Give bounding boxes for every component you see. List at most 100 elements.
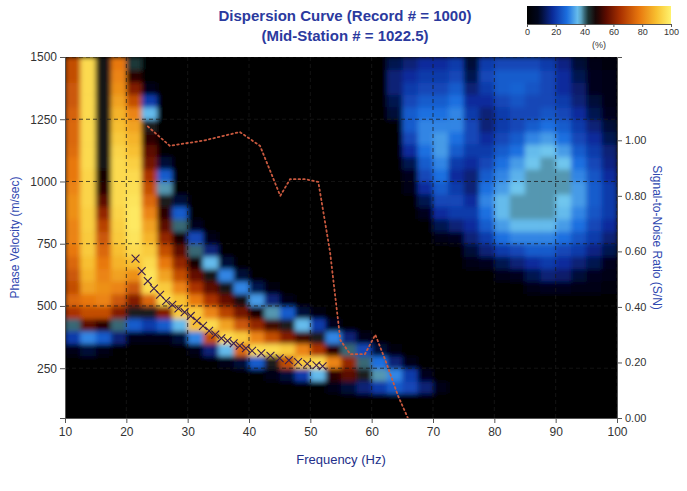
heatmap-cell [479, 94, 495, 107]
heatmap-cell [218, 82, 234, 95]
heatmap-cell [203, 181, 219, 194]
heatmap-cell [510, 107, 526, 120]
heatmap-cell [418, 331, 434, 344]
heatmap-cell [142, 331, 158, 344]
heatmap-cell [540, 393, 556, 406]
heatmap-cell [418, 132, 434, 145]
heatmap-cell [448, 69, 464, 82]
heatmap-cell [280, 157, 296, 170]
heatmap-cell [586, 393, 602, 406]
heatmap-cell [80, 381, 96, 394]
heatmap-cell [372, 119, 388, 132]
tick: 60 [365, 418, 379, 439]
heatmap-cell [126, 219, 142, 232]
heatmap-cell [448, 194, 464, 207]
heatmap-cell [126, 82, 142, 95]
heatmap-cell [80, 181, 96, 194]
heatmap-cell [295, 281, 311, 294]
marker [303, 360, 311, 368]
heatmap-cell [402, 181, 418, 194]
heatmap-cell [295, 194, 311, 207]
heatmap-cell [571, 318, 587, 331]
heatmap-cell [126, 368, 142, 381]
heatmap-cell [387, 94, 403, 107]
heatmap-cell [479, 269, 495, 282]
tick-label: 0.00 [625, 412, 646, 424]
heatmap-cell [540, 269, 556, 282]
heatmap-cell [310, 318, 326, 331]
heatmap-cell [264, 244, 280, 257]
heatmap-cell [157, 57, 173, 70]
heatmap-cell [372, 269, 388, 282]
heatmap-cell [372, 281, 388, 294]
heatmap-cell [218, 406, 234, 418]
heatmap-cell [387, 144, 403, 157]
tick-mark [60, 181, 65, 182]
heatmap-cell [402, 393, 418, 406]
heatmap-cell [556, 368, 572, 381]
heatmap-cell [525, 318, 541, 331]
heatmap-cell [280, 82, 296, 95]
heatmap-cell [556, 194, 572, 207]
heatmap-cell [310, 194, 326, 207]
heatmap-cell [341, 69, 357, 82]
heatmap-cell [264, 219, 280, 232]
heatmap-cell [341, 94, 357, 107]
heatmap-cell [494, 57, 510, 70]
heatmap-cell [571, 269, 587, 282]
heatmap-cell [326, 57, 342, 70]
heatmap-cell [464, 94, 480, 107]
heatmap-cell [479, 206, 495, 219]
heatmap-cell [433, 318, 449, 331]
tick-label: 60 [365, 425, 379, 439]
heatmap-cell [157, 269, 173, 282]
heatmap-cell [172, 94, 188, 107]
heatmap-cell [525, 343, 541, 356]
heatmap-cell [326, 231, 342, 244]
heatmap-cell [96, 57, 112, 70]
heatmap-cell [464, 181, 480, 194]
tick-mark [617, 362, 622, 363]
x-axis-title: Frequency (Hz) [296, 452, 386, 467]
tick: 70 [427, 418, 441, 439]
heatmap-cell [402, 381, 418, 394]
heatmap-cell [433, 181, 449, 194]
heatmap-cell [571, 119, 587, 132]
heatmap-cell [372, 69, 388, 82]
heatmap-cell [172, 107, 188, 120]
heatmap-cell [80, 269, 96, 282]
heatmap-cell [494, 393, 510, 406]
tick-mark [126, 418, 127, 423]
heatmap-cell [172, 244, 188, 257]
heatmap-cell [295, 406, 311, 418]
heatmap-cell [402, 144, 418, 157]
heatmap-cell [586, 169, 602, 182]
heatmap-cell [157, 281, 173, 294]
heatmap-cell [372, 157, 388, 170]
heatmap-cell [510, 57, 526, 70]
grid-line [494, 57, 495, 418]
heatmap-cell [249, 169, 265, 182]
grid-line [65, 57, 617, 58]
heatmap-cell [571, 57, 587, 70]
heatmap-cell [494, 194, 510, 207]
heatmap-cell [264, 294, 280, 307]
heatmap-cell [464, 356, 480, 369]
heatmap-cell [264, 381, 280, 394]
heatmap-cell [126, 144, 142, 157]
heatmap-cell [96, 368, 112, 381]
heatmap-cell [172, 194, 188, 207]
heatmap-cell [111, 406, 127, 418]
heatmap-cell [586, 219, 602, 232]
heatmap-cell [203, 393, 219, 406]
heatmap-cell [326, 157, 342, 170]
heatmap-cell [387, 57, 403, 70]
heatmap-cell [586, 157, 602, 170]
heatmap-cell [586, 206, 602, 219]
colorbar-label: (%) [592, 40, 606, 50]
heatmap-cell [80, 206, 96, 219]
heatmap-cell [142, 356, 158, 369]
tick: 1.00 [617, 134, 646, 146]
heatmap-cell [556, 219, 572, 232]
heatmap-cell [157, 356, 173, 369]
